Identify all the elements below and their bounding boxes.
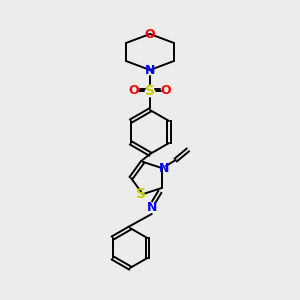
Text: S: S — [145, 84, 155, 98]
Text: O: O — [129, 85, 139, 98]
Text: O: O — [161, 85, 171, 98]
Text: S: S — [136, 187, 146, 201]
Text: N: N — [145, 64, 155, 76]
Text: N: N — [159, 161, 169, 175]
Text: O: O — [145, 28, 155, 40]
Text: N: N — [147, 202, 157, 214]
